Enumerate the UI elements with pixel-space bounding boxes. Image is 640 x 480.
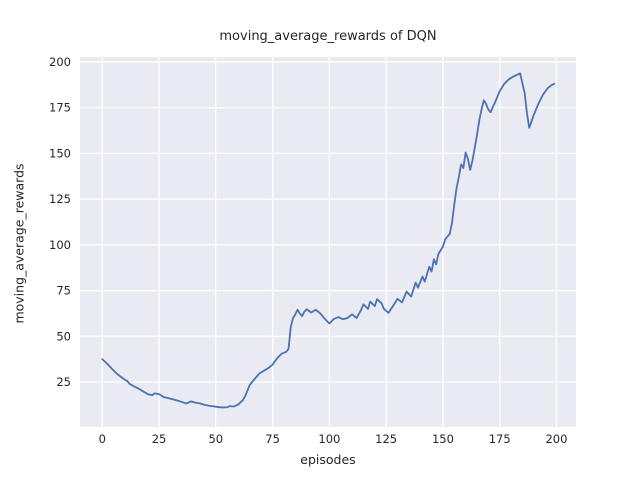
y-tick-label: 200 <box>49 55 71 69</box>
x-tick-label: 25 <box>152 432 167 446</box>
y-tick-label: 50 <box>56 329 71 343</box>
x-tick-label: 150 <box>432 432 454 446</box>
x-tick-label: 200 <box>545 432 567 446</box>
x-axis-label: episodes <box>300 452 356 467</box>
x-tick-label: 75 <box>265 432 280 446</box>
y-tick-label: 125 <box>49 192 71 206</box>
plot-area: 0 25 50 75 100 125 150 175 200 25 50 75 100 125 150 175… <box>49 55 576 446</box>
x-tick-label: 175 <box>489 432 511 446</box>
x-tick-label: 100 <box>318 432 340 446</box>
x-tick-label: 50 <box>208 432 223 446</box>
x-tick-label: 125 <box>375 432 397 446</box>
y-tick-label: 75 <box>56 284 71 298</box>
axes-background <box>80 57 576 427</box>
chart-title: moving_average_rewards of DQN <box>219 29 437 44</box>
y-tick-label: 25 <box>56 375 71 389</box>
y-axis-label: moving_average_rewards <box>11 163 27 324</box>
y-tick-label: 175 <box>49 101 71 115</box>
x-tick-label: 0 <box>99 432 106 446</box>
reward-line <box>101 72 556 409</box>
y-tick-label: 100 <box>49 238 71 252</box>
y-tick-label: 150 <box>49 146 71 160</box>
